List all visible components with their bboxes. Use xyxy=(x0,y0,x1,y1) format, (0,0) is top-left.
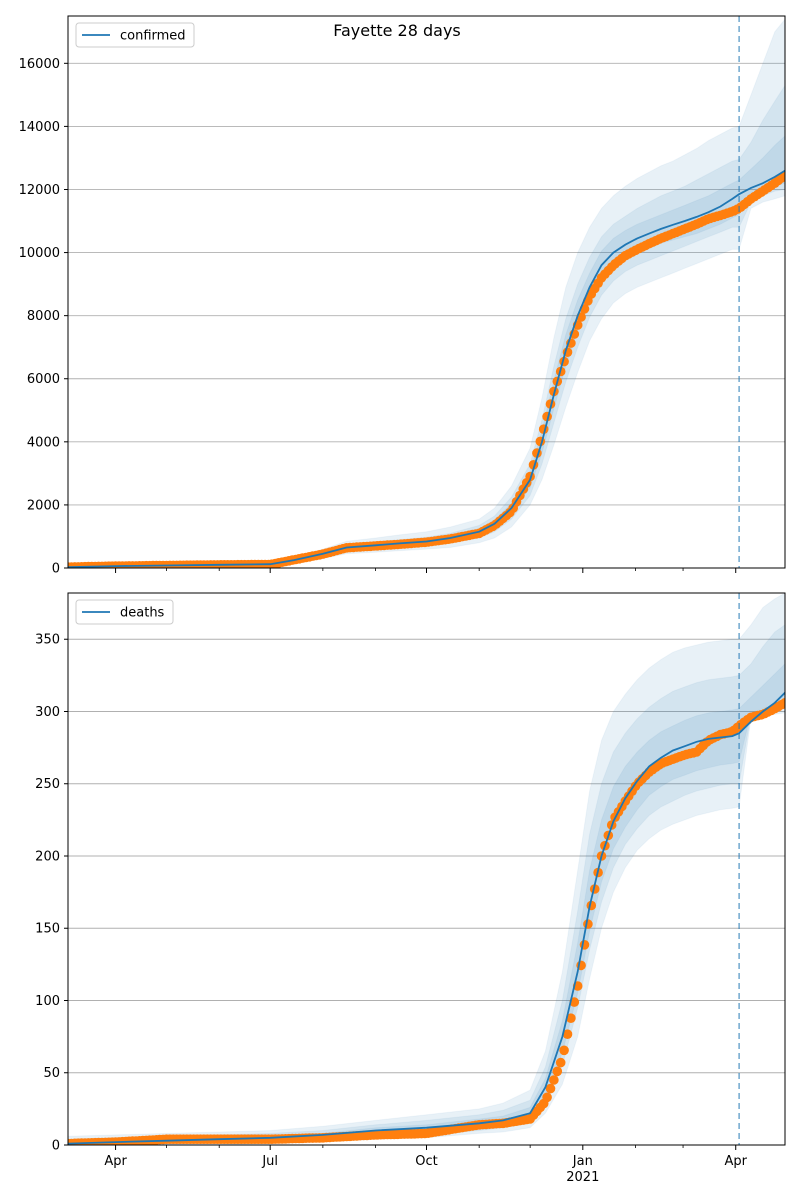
confirmed-panel: 0 2000 4000 6000 8000 10000 12000 14000 16000 con… xyxy=(19,15,786,577)
legend-label: deaths xyxy=(120,606,165,621)
x-tick-label: 2021 xyxy=(566,1170,599,1185)
band-mid xyxy=(68,624,785,1145)
legend-label: confirmed xyxy=(120,29,186,44)
x-tick-label: Oct xyxy=(415,1154,437,1169)
x-tick-label: Jan xyxy=(572,1154,593,1169)
y-tick-label: 0 xyxy=(52,562,60,577)
x-tick-label: Jul xyxy=(261,1154,278,1169)
y-tick-label: 14000 xyxy=(19,120,60,135)
model-line xyxy=(68,692,785,1145)
legend-box xyxy=(75,22,195,48)
band-outer xyxy=(68,593,785,1145)
axes-frame xyxy=(67,15,786,569)
band-outer xyxy=(68,18,785,568)
plot-area xyxy=(68,593,785,1145)
y-tick-label: 350 xyxy=(35,633,60,648)
observed-point xyxy=(559,1045,569,1056)
observed-point xyxy=(562,1029,573,1039)
y-tick-label: 200 xyxy=(35,849,60,864)
y-tick-label: 16000 xyxy=(19,57,60,72)
model-line xyxy=(68,169,785,568)
legend: deaths xyxy=(75,599,174,625)
y-tick-label: 300 xyxy=(35,705,60,720)
observed-point xyxy=(555,1057,566,1068)
legend-box xyxy=(75,599,174,625)
observed-point xyxy=(566,1013,576,1023)
observed-point xyxy=(549,1075,559,1085)
y-tick-label: 2000 xyxy=(27,498,60,513)
x-tick-label: Apr xyxy=(104,1154,127,1169)
observed-point xyxy=(545,1083,556,1094)
y-tick-label: 150 xyxy=(35,922,60,937)
plot-area xyxy=(68,18,785,568)
y-tick-label: 0 xyxy=(52,1139,60,1154)
y-tick-label: 12000 xyxy=(19,183,60,198)
x-tick-label: Apr xyxy=(724,1154,747,1169)
y-tick-label: 250 xyxy=(35,777,60,792)
y-tick-label: 50 xyxy=(43,1066,60,1081)
observed-point xyxy=(780,698,785,708)
band-mid xyxy=(68,84,785,568)
legend: confirmed xyxy=(75,22,195,48)
observed-point xyxy=(552,1066,563,1077)
y-tick-label: 4000 xyxy=(27,435,60,450)
y-tick-label: 10000 xyxy=(19,246,60,261)
observed-point xyxy=(542,1092,552,1103)
y-tick-label: 8000 xyxy=(27,309,60,324)
y-tick-label: 100 xyxy=(35,994,60,1009)
figure-title: Fayette 28 days xyxy=(333,21,461,40)
y-tick-label: 6000 xyxy=(27,372,60,387)
